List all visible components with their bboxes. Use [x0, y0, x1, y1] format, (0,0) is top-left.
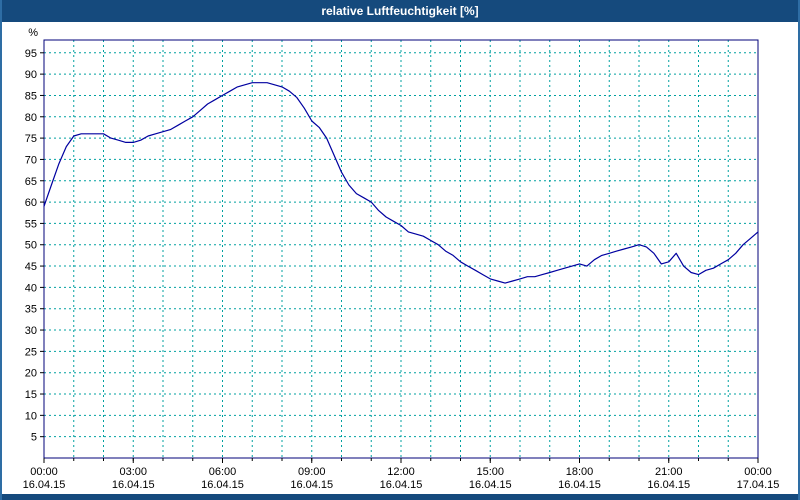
x-axis-date-label: 16.04.15 — [112, 479, 155, 490]
y-axis-label: 85 — [25, 90, 37, 102]
x-axis-date-label: 16.04.15 — [469, 479, 512, 490]
humidity-series-line — [43, 82, 759, 284]
y-axis-label: 25 — [25, 346, 37, 358]
x-axis-date-label: 16.04.15 — [290, 479, 333, 490]
y-axis-label: 35 — [25, 304, 37, 316]
y-axis-unit-label: % — [28, 27, 38, 39]
y-axis-label: 80 — [25, 112, 37, 124]
x-axis-time-label: 18:00 — [566, 466, 594, 478]
title-bar: relative Luftfeuchtigkeit [%] — [2, 0, 798, 22]
y-axis-label: 60 — [25, 197, 37, 209]
y-axis-label: 75 — [25, 133, 37, 145]
chart-area: % 5 10 15 20 25 30 35 40 45 50 55 60 65 70 75 80 85 90 95 00… — [2, 22, 798, 494]
x-axis-time-label: 00:00 — [30, 466, 58, 478]
x-axis-time-label: 15:00 — [476, 466, 504, 478]
x-axis-time-label: 00:00 — [744, 466, 772, 478]
x-axis-time-label: 09:00 — [298, 466, 326, 478]
y-axis-label: 10 — [25, 410, 37, 422]
y-axis-label: 95 — [25, 48, 37, 60]
y-axis-label: 45 — [25, 261, 37, 273]
x-axis-time-label: 21:00 — [655, 466, 683, 478]
x-axis-date-label: 16.04.15 — [201, 479, 244, 490]
y-axis-label: 15 — [25, 389, 37, 401]
bottom-bar — [2, 494, 798, 500]
y-axis-label: 40 — [25, 282, 37, 294]
y-axis-label: 70 — [25, 154, 37, 166]
x-axis-date-label: 16.04.15 — [558, 479, 601, 490]
x-axis-date-label: 17.04.15 — [737, 479, 780, 490]
x-axis-date-label: 16.04.15 — [23, 479, 66, 490]
x-axis-date-label: 16.04.15 — [380, 479, 423, 490]
x-axis-date-label: 16.04.15 — [647, 479, 690, 490]
y-axis-label: 90 — [25, 69, 37, 81]
y-axis-label: 65 — [25, 176, 37, 188]
humidity-line-chart: % 5 10 15 20 25 30 35 40 45 50 55 60 65 70 75 80 85 90 95 00… — [23, 27, 780, 490]
y-axis-label: 55 — [25, 218, 37, 230]
x-axis-time-label: 06:00 — [209, 466, 237, 478]
y-axis-label: 50 — [25, 240, 37, 252]
x-axis-time-label: 03:00 — [119, 466, 147, 478]
chart-title: relative Luftfeuchtigkeit [%] — [321, 4, 479, 18]
y-axis-label: 20 — [25, 368, 37, 380]
y-axis-label: 5 — [31, 432, 37, 444]
y-axis-label: 30 — [25, 325, 37, 337]
x-axis-time-label: 12:00 — [387, 466, 415, 478]
